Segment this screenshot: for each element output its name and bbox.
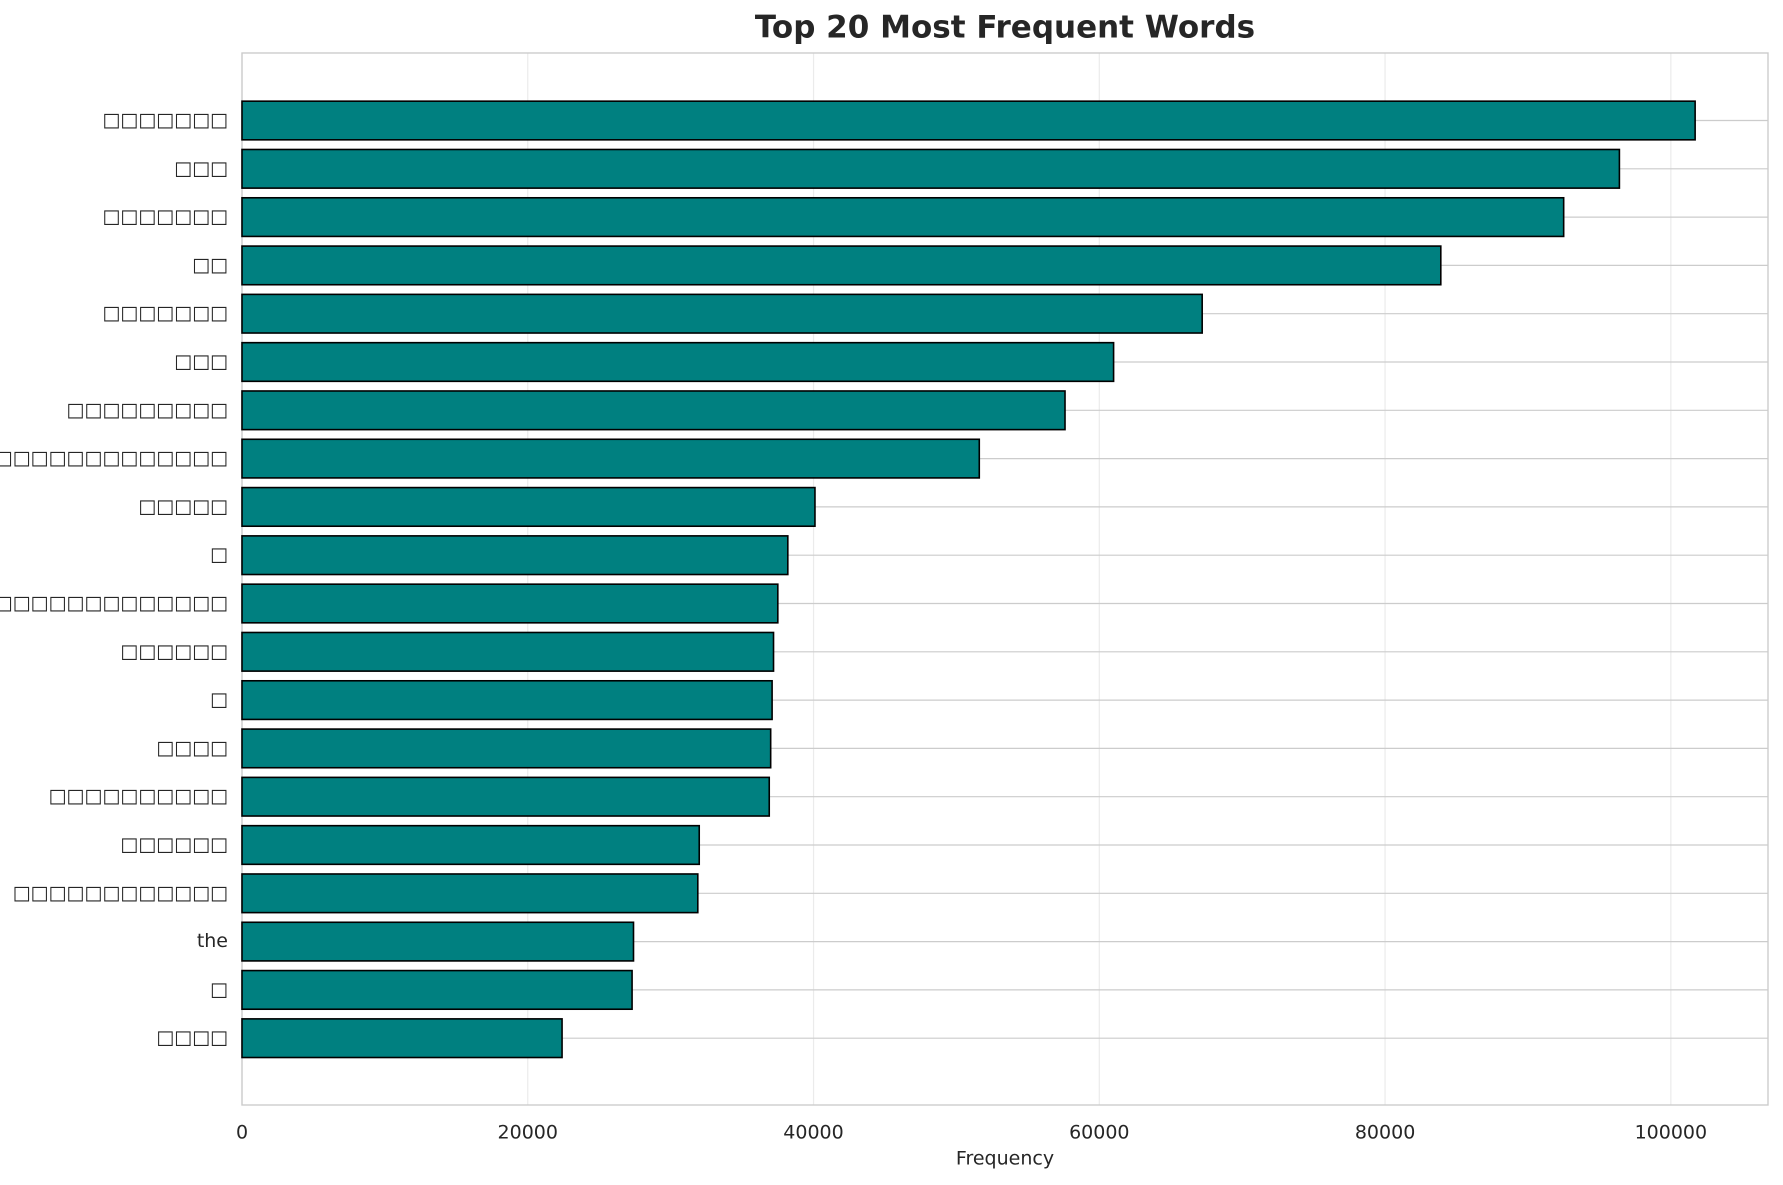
x-tick-label: 100000 [1635,1122,1708,1144]
plot-frame [241,52,1769,1106]
y-tick-label: □□□□□□□□□□□□□□□□□ [0,592,228,614]
y-tick-label: □□□□□□ [120,640,228,662]
y-tick-label: □□□□□□ [120,834,228,856]
bar [241,293,1203,334]
y-tick-label: □□□□□□□□□ [66,399,228,421]
bar [241,196,1565,238]
x-tick-label: 60000 [1069,1122,1129,1144]
bar [241,679,773,721]
bar [241,341,1115,383]
x-tick-label: 80000 [1355,1122,1415,1144]
bar [241,390,1066,431]
y-tick-label: □□□□□□□□□□ [48,785,228,807]
x-tick-label: 0 [236,1122,248,1144]
bar [241,873,699,914]
x-tick-label: 20000 [498,1122,558,1144]
y-tick-label: □□□□ [156,1027,228,1049]
y-tick-label: □□□□□□□ [102,206,228,228]
bar [241,824,701,866]
bar [241,438,981,479]
bar [241,921,635,962]
y-tick-label: □□□ [174,351,228,373]
bar [241,486,816,528]
y-tick-label: □□□ [174,157,228,179]
chart-title: Top 20 Most Frequent Words [755,10,1255,46]
y-tick-label: □ [210,544,228,566]
y-tick-label: □ [210,689,228,711]
bar [241,583,779,624]
y-tick-label: □□□□□□□ [102,109,228,131]
bar [241,148,1621,189]
bar [241,100,1696,141]
x-axis-label: Frequency [956,1148,1054,1170]
bar [241,969,633,1011]
y-tick-label: □□□□ [156,737,228,759]
bar [241,535,789,576]
bar [241,245,1442,286]
y-tick-label: the [197,930,228,952]
bar [241,728,772,769]
y-tick-label: □ [210,978,228,1000]
bar [241,631,775,672]
y-tick-label: □□□□□□□□□□□□□□ [0,447,228,469]
bar [241,1018,563,1059]
y-tick-label: □□□□□□□ [102,302,228,324]
y-tick-label: □□□□□□□□□□□□ [13,882,228,904]
y-tick-label: □□□□□ [138,495,228,517]
bar [241,776,771,817]
x-tick-label: 40000 [783,1122,843,1144]
y-tick-label: □□ [192,254,228,276]
